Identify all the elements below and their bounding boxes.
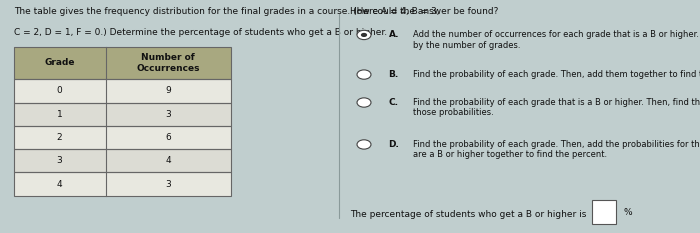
Text: 2: 2 [57,133,62,142]
Bar [13,79,231,103]
Bar [13,47,231,79]
Text: %: % [623,208,631,216]
Bar [13,126,231,149]
Text: 4: 4 [57,180,62,188]
Text: Number of
Occurrences: Number of Occurrences [136,53,200,73]
Bar [13,126,231,149]
Bar [13,79,231,103]
Bar [13,103,231,126]
Ellipse shape [361,33,367,37]
Text: How could the answer be found?: How could the answer be found? [350,7,498,16]
Text: 3: 3 [57,156,62,165]
Text: C = 2, D = 1, F = 0.) Determine the percentage of students who get a B or higher: C = 2, D = 1, F = 0.) Determine the perc… [13,28,386,37]
Text: Find the probability of each grade that is a B or higher. Then, find the average: Find the probability of each grade that … [413,98,700,117]
Text: 3: 3 [165,180,171,188]
Ellipse shape [357,30,371,40]
Text: Find the probability of each grade. Then, add the probabilities for the grades t: Find the probability of each grade. Then… [413,140,700,159]
Bar [13,172,231,196]
Text: A.: A. [389,30,399,39]
Ellipse shape [357,98,371,107]
Bar [592,200,616,224]
Text: Find the probability of each grade. Then, add them together to find the percent.: Find the probability of each grade. Then… [413,70,700,79]
Text: C.: C. [389,98,398,107]
Bar [13,103,231,126]
Text: The table gives the frequency distribution for the final grades in a course. (He: The table gives the frequency distributi… [13,7,439,16]
Bar [13,172,231,196]
Bar [13,47,231,79]
Text: 3: 3 [165,110,171,119]
Text: 9: 9 [165,86,171,95]
Text: The percentage of students who get a B or higher is: The percentage of students who get a B o… [350,210,587,219]
Text: 4: 4 [165,156,171,165]
Text: Grade: Grade [44,58,75,67]
Text: 0: 0 [57,86,62,95]
Ellipse shape [357,70,371,79]
Text: Add the number of occurrences for each grade that is a B or higher. Then, divide: Add the number of occurrences for each g… [413,30,700,50]
Ellipse shape [357,140,371,149]
Text: B.: B. [389,70,399,79]
Text: 6: 6 [165,133,171,142]
Text: D.: D. [389,140,400,149]
Text: 1: 1 [57,110,62,119]
Bar [13,149,231,172]
Bar [13,149,231,172]
